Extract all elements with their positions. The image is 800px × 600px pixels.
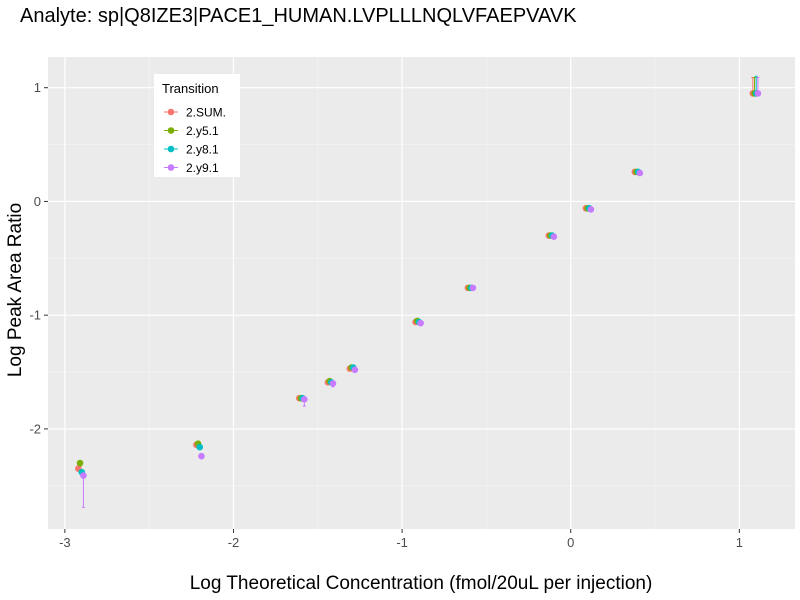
y-tick-label: 1: [34, 80, 41, 95]
y-axis: -2 -1 0 1: [29, 80, 48, 436]
x-tick-label: 0: [567, 535, 574, 550]
y-axis-title: Log Peak Area Ratio: [5, 203, 26, 377]
x-axis: -3 -2 -1 0 1: [59, 529, 743, 550]
point-2-y9-1: [636, 169, 644, 177]
legend-label-2-y9-1: 2.y9.1: [186, 161, 219, 175]
legend-label-2-y8-1: 2.y8.1: [186, 142, 219, 156]
point-2-y9-1: [587, 206, 595, 213]
legend-label-2-sum: 2.SUM.: [186, 105, 226, 119]
x-tick-label: -3: [59, 535, 71, 550]
point-2-y9-1: [417, 319, 424, 327]
legend-key-2-y8-1: [167, 145, 175, 153]
point-2-y9-1: [80, 472, 87, 479]
major-gridlines: [48, 57, 795, 529]
x-tick-label: -2: [228, 535, 240, 550]
point-2-y5-1: [76, 459, 84, 467]
legend-label-2-y5-1: 2.y5.1: [186, 124, 219, 138]
legend-title: Transition: [162, 81, 219, 96]
legend-box: [154, 74, 240, 177]
legend-key-2-sum: [167, 108, 175, 116]
y-tick-label: -1: [29, 308, 41, 323]
point-2-y8-1: [196, 443, 204, 451]
point-2-y9-1: [198, 452, 205, 460]
y-tick-label: 0: [34, 194, 41, 209]
legend-key-2-y5-1: [167, 127, 175, 134]
x-axis-title: Log Theoretical Concentration (fmol/20uL…: [190, 573, 653, 594]
point-2-y9-1: [550, 233, 558, 241]
data-points: [75, 90, 762, 479]
point-2-y9-1: [754, 90, 762, 97]
point-2-y9-1: [351, 366, 359, 374]
legend: Transition 2.SUM. 2.y5.1 2.y8.1 2.y9.1: [154, 74, 240, 177]
legend-key-2-y9-1: [167, 164, 175, 171]
point-2-y9-1: [301, 396, 308, 403]
chart-title: Analyte: sp|Q8IZE3|PACE1_HUMAN.LVPLLLNQL…: [20, 5, 577, 27]
x-tick-label: -1: [396, 535, 408, 550]
y-tick-label: -2: [29, 421, 41, 436]
point-2-y9-1: [329, 380, 337, 387]
point-2-y9-1: [469, 284, 477, 292]
x-tick-label: 1: [736, 535, 743, 550]
